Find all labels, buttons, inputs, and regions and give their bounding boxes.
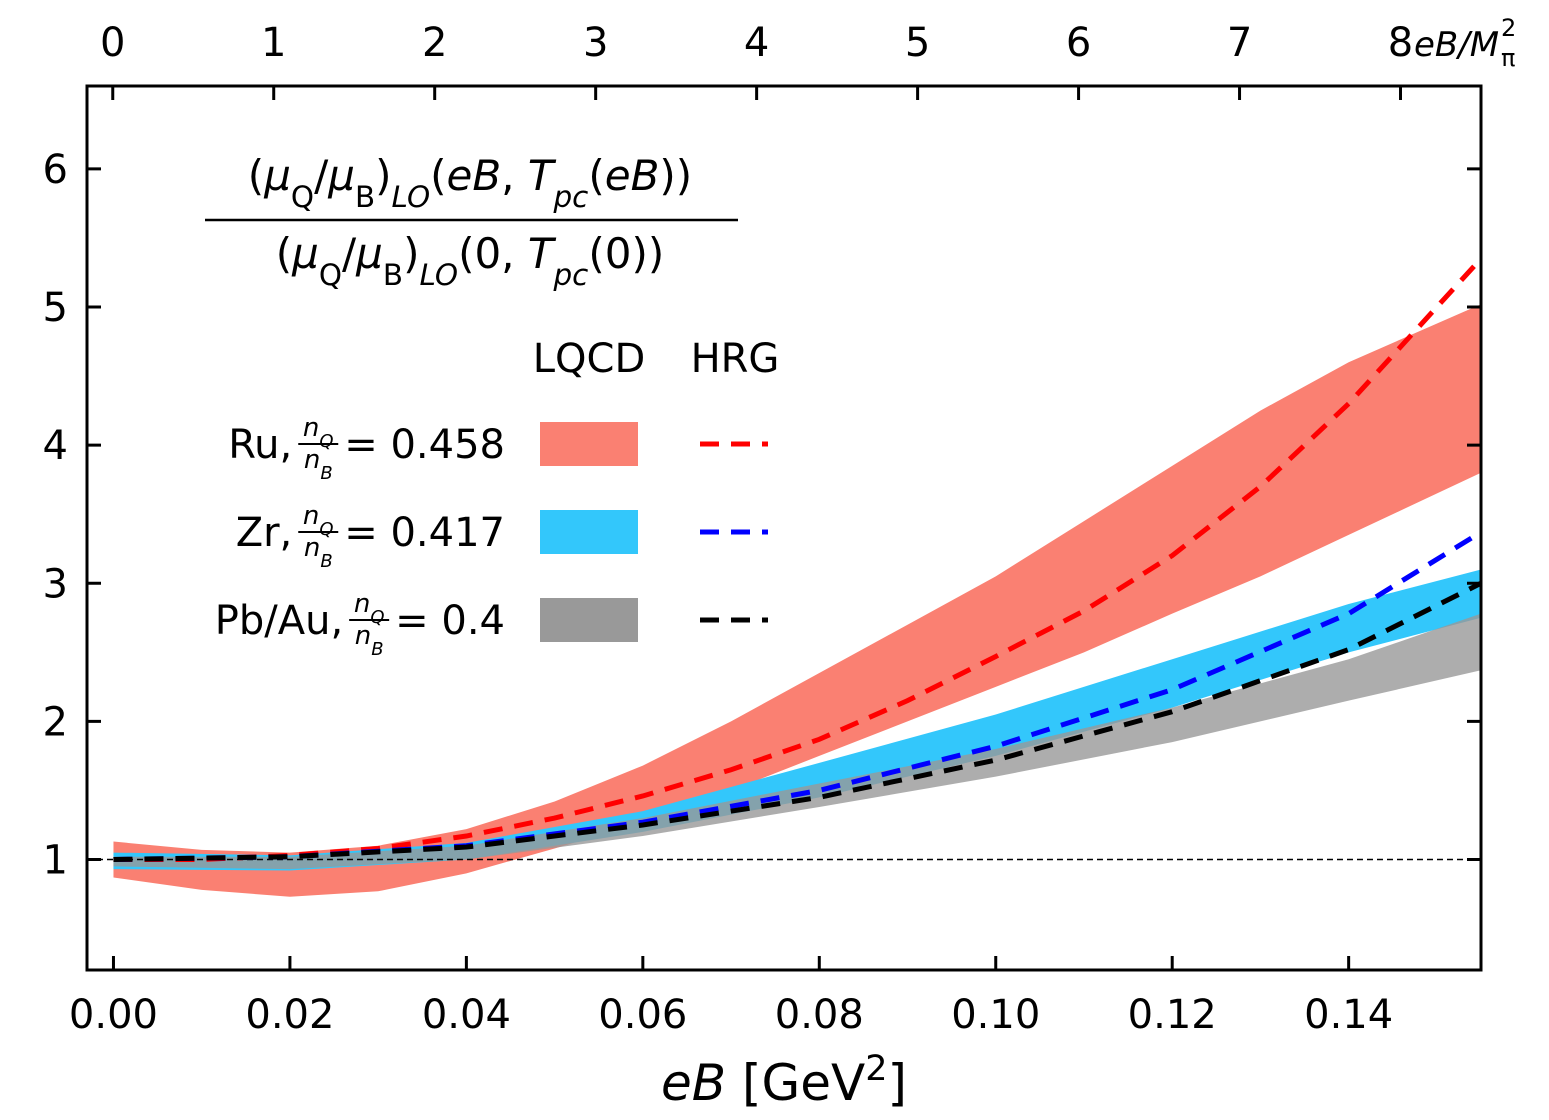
x2-tick-label: 3 [583, 20, 608, 66]
legend-swatch [540, 598, 638, 642]
text-part: ) [403, 229, 419, 278]
legend-swatch [540, 510, 638, 554]
text-part: LO [392, 180, 431, 214]
x-tick-label: 0.00 [69, 992, 158, 1038]
x2-tick-label: 7 [1227, 20, 1252, 66]
text-part: n [354, 589, 370, 619]
fraction-den: nB [355, 621, 384, 660]
x2-tick-label: 1 [261, 20, 286, 66]
text-part: n [304, 445, 320, 475]
text-part: [GeV [726, 1054, 865, 1112]
fraction-num: nQ [303, 501, 334, 540]
x-tick-label: 0.08 [775, 992, 864, 1038]
y-tick-label: 3 [43, 561, 68, 607]
y-tick-label: 2 [43, 699, 68, 745]
legend-label: Ru, [228, 422, 292, 468]
text-part: n [304, 533, 320, 563]
legend-value: = 0.4 [395, 598, 505, 644]
text-part: 2 [865, 1049, 887, 1089]
text-part: (0, [458, 229, 528, 278]
text-part: Q [319, 258, 342, 292]
x-tick-label: 0.04 [422, 992, 511, 1038]
text-part: μ [291, 229, 319, 278]
x2-tick-label: 0 [100, 20, 125, 66]
x-tick-label: 0.14 [1304, 992, 1393, 1038]
legend-label: Pb/Au, [215, 598, 343, 644]
text-part: pc [553, 180, 589, 214]
fraction-num: nQ [303, 413, 334, 452]
text-part: / [342, 229, 357, 278]
text-part: , [501, 151, 528, 200]
text-part: n [303, 501, 319, 531]
text-part: μ [355, 229, 383, 278]
text-part: eB [447, 151, 502, 200]
x2-tick-label: 5 [905, 20, 930, 66]
legend-value: = 0.458 [344, 422, 505, 468]
text-part: eB [661, 1054, 726, 1112]
formula-numerator: (μQ/μB)LO(eB, Tpc(eB)) [248, 151, 692, 214]
text-part: LO [419, 258, 458, 292]
text-part: B [355, 180, 375, 214]
text-part: Q [319, 431, 333, 452]
y-tick-label: 6 [43, 147, 68, 193]
x2-axis-label: eB/M [1414, 25, 1499, 65]
fraction-num: nQ [354, 589, 385, 628]
text-part: n [303, 413, 319, 443]
text-part: B [383, 258, 403, 292]
text-part: ( [430, 151, 446, 200]
text-part: ] [887, 1054, 907, 1112]
text-part: ( [588, 151, 604, 200]
plot [87, 256, 1481, 897]
x2-tick-label: 6 [1066, 20, 1091, 66]
x2-tick-label: 4 [744, 20, 769, 66]
y-tick-label: 1 [43, 838, 68, 884]
fraction-den: nB [304, 533, 333, 572]
text-part: Q [370, 607, 384, 628]
fraction-den: nB [304, 445, 333, 484]
y-tick-label: 5 [43, 285, 68, 331]
text-part: μ [327, 151, 355, 200]
plot-frame [85, 84, 1483, 972]
legend-value: = 0.417 [344, 510, 505, 556]
text-part: T [528, 229, 557, 278]
y-tick-label: 4 [43, 423, 68, 469]
formula-denominator: (μQ/μB)LO(0, Tpc(0)) [276, 229, 665, 292]
x-tick-label: 0.02 [245, 992, 334, 1038]
text-part: eB [605, 151, 660, 200]
text-part: / [314, 151, 329, 200]
legend-header: LQCD [533, 336, 646, 382]
text-part: ( [276, 229, 292, 278]
x-tick-label: 0.12 [1128, 992, 1217, 1038]
x-tick-label: 0.06 [598, 992, 687, 1038]
x-axis-label: eB [GeV2] [661, 1049, 907, 1112]
text-part: T [528, 151, 557, 200]
text-part: ( [248, 151, 264, 200]
legend-label: Zr, [236, 510, 293, 556]
text-part: B [320, 463, 332, 484]
text-part: )) [659, 151, 692, 200]
x2-axis-label-sup: 2 [1501, 14, 1516, 42]
text-part: B [320, 551, 332, 572]
text-part: pc [553, 258, 589, 292]
x2-axis-label-sub: π [1501, 44, 1515, 72]
text-part: Q [319, 519, 333, 540]
text-part: n [355, 621, 371, 651]
x-tick-label: 0.10 [951, 992, 1040, 1038]
text-part: ) [375, 151, 391, 200]
text-part: Q [291, 180, 314, 214]
text-part: B [371, 639, 383, 660]
x2-tick-label: 2 [422, 20, 447, 66]
text-part: (0)) [588, 229, 664, 278]
x2-tick-label: 8 [1388, 20, 1413, 66]
hrg-line [113, 581, 1481, 862]
legend-swatch [540, 422, 638, 466]
legend-header: HRG [691, 336, 780, 382]
text-part: μ [263, 151, 291, 200]
